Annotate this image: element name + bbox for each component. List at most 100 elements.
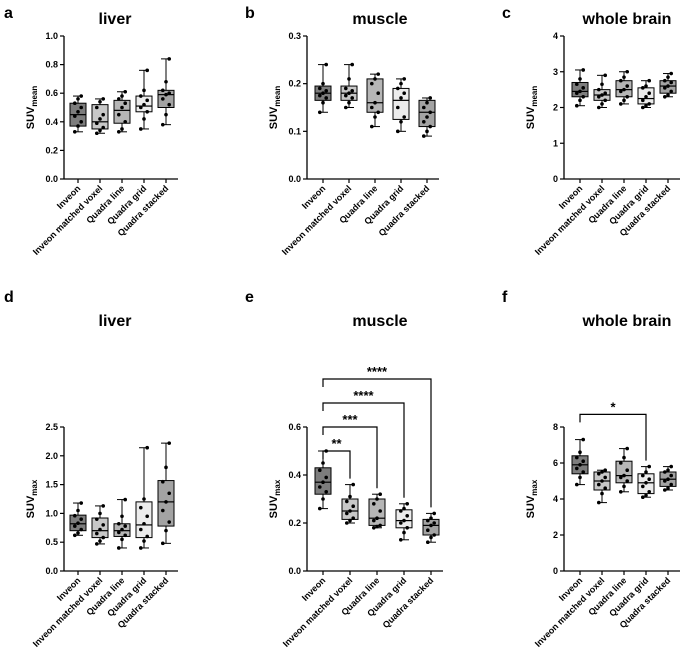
y-tick-label: 4 [553,494,558,504]
data-point [76,124,80,128]
y-tick-label: 0 [553,174,558,184]
y-tick-label: 0.4 [288,470,301,480]
data-point [425,115,429,119]
data-point [669,89,673,94]
data-point [619,475,623,480]
y-axis-label: SUVmean [25,86,39,130]
data-point [348,494,352,499]
data-point [619,102,623,106]
data-point [98,511,102,516]
data-point [422,105,426,110]
data-point [117,130,121,134]
data-point [98,99,102,104]
data-point [142,497,146,501]
significance-bracket: * [579,399,647,461]
data-point [622,473,626,478]
data-point [142,102,146,107]
data-point [167,491,171,496]
y-tick-label: 1 [553,138,558,148]
panel-title: whole brain [582,11,672,28]
significance-label: *** [342,412,358,427]
data-point [372,526,376,530]
data-point [578,463,582,467]
data-point [619,78,623,83]
data-point [405,526,410,530]
data-point [123,120,127,124]
data-point [581,470,585,474]
data-point [375,497,379,501]
data-point [603,475,607,480]
data-point [625,84,629,88]
data-point [644,103,648,108]
box-rect [91,104,109,130]
data-point [318,93,322,98]
data-point [644,493,648,498]
data-point [142,88,146,93]
data-point [644,470,648,474]
data-point [622,75,626,79]
data-point [428,124,433,129]
data-point [101,535,105,540]
y-axis-label-sub: mean [530,86,539,107]
data-point [164,465,168,470]
data-point [575,91,579,95]
data-point [164,528,168,533]
data-point [351,504,356,509]
data-point [76,97,80,101]
data-point [164,500,168,504]
data-point [350,62,355,67]
data-point [428,96,433,100]
bracket-line [322,450,351,479]
data-point [347,91,351,95]
box-rect [615,460,633,484]
data-point [600,82,604,87]
data-point [321,100,325,105]
data-point [575,455,579,460]
data-point [603,91,607,95]
data-point [161,508,165,513]
data-point [161,541,165,546]
y-axis-label: SUVmean [525,86,539,130]
data-point [647,477,651,482]
data-point [318,506,322,511]
data-point [422,134,426,138]
data-point [120,514,124,519]
bracket-line [579,413,647,461]
data-point [597,94,601,99]
y-tick-label: 0.0 [288,174,301,184]
data-point [375,524,379,529]
data-point [321,480,325,485]
panel-title: liver [99,313,132,330]
data-point [396,86,400,91]
data-point [399,81,403,86]
bracket-line [322,402,405,498]
data-point [324,89,329,93]
data-point [402,518,406,523]
data-point [603,73,607,78]
data-point [139,105,143,110]
data-point [351,482,356,487]
data-point [120,105,124,110]
data-point [79,120,83,124]
box-0: Inveon [300,62,332,211]
data-point [370,81,374,86]
data-point [597,482,601,487]
data-point [350,89,355,93]
data-point [321,497,325,501]
panel-letter: d [4,289,14,306]
box-0: Inveon [300,449,332,603]
data-point [399,538,403,542]
y-tick-label: 2 [553,103,558,113]
data-point [600,470,604,474]
data-point [98,539,102,543]
data-point [622,455,626,460]
data-point [666,486,670,491]
data-point [641,495,645,500]
y-tick-label: 0.5 [45,537,58,547]
data-point [318,485,322,489]
data-point [145,514,149,519]
data-point [669,473,673,478]
y-tick-label: 0.1 [288,126,301,136]
data-point [145,98,149,103]
data-point [597,105,601,110]
